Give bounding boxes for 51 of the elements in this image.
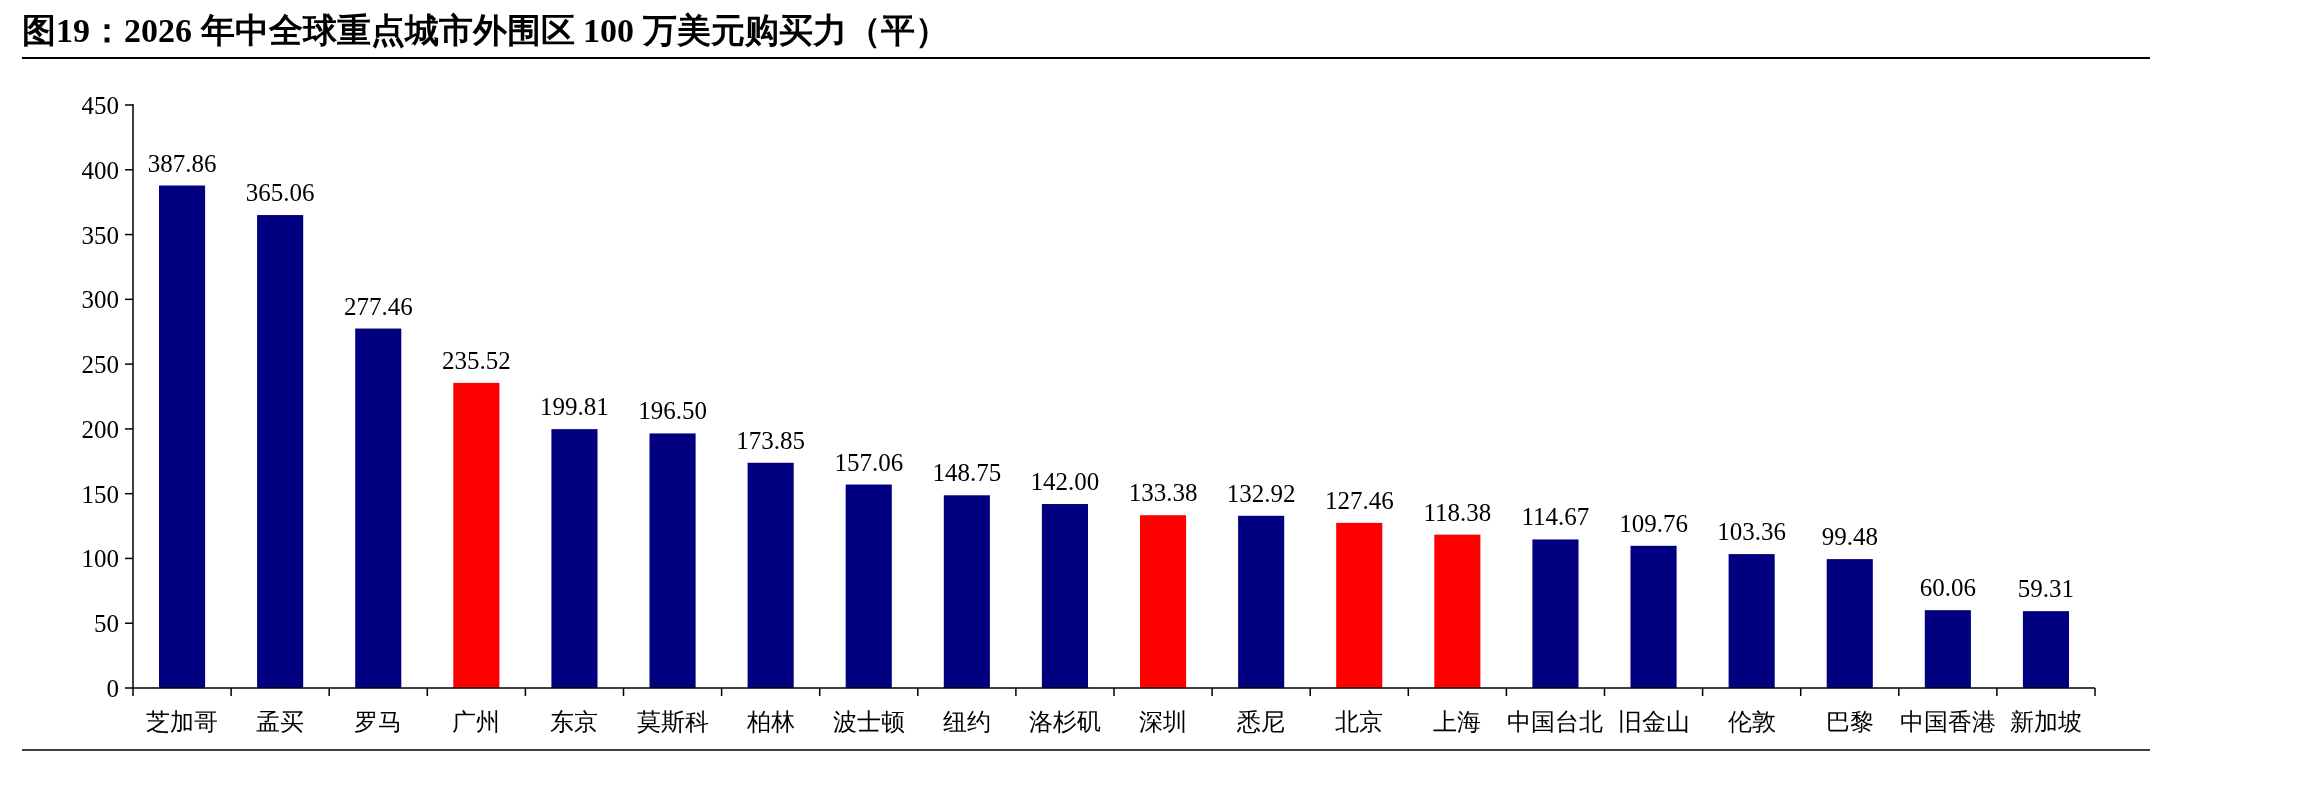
y-tick-label: 50 [94,610,119,638]
y-tick-label: 200 [81,415,119,443]
x-tick-label: 罗马 [354,709,403,735]
data-label: 132.92 [1226,479,1296,507]
title: 图19：2026 年中全球重点城市外围区 100 万美元购买力（平） [22,12,949,49]
x-tick-label: 新加坡 [2009,709,2082,735]
data-label: 127.46 [1324,486,1394,514]
data-label: 277.46 [343,292,413,320]
y-tick-label: 100 [81,545,119,573]
data-label: 142.00 [1030,468,1100,496]
x-tick-label: 芝加哥 [146,709,219,735]
data-label: 60.06 [1919,574,1976,602]
x-tick-label: 中国香港 [1899,709,1996,735]
x-tick-label: 柏林 [745,709,795,735]
x-tick-label: 波士顿 [832,709,905,735]
data-label: 196.50 [638,397,707,425]
data-label: 235.52 [441,346,511,374]
data-label: 365.06 [245,179,315,207]
x-tick-label: 上海 [1433,709,1482,735]
x-tick-label: 纽约 [942,709,991,735]
y-tick-label: 450 [81,92,119,119]
data-label: 199.81 [540,393,609,421]
x-tick-label: 悉尼 [1236,709,1286,735]
data-label: 114.67 [1521,503,1590,531]
y-tick-label: 400 [81,156,119,184]
y-tick-label: 350 [81,221,119,249]
x-tick-label: 东京 [550,709,599,735]
x-tick-label: 巴黎 [1825,709,1874,735]
data-label: 173.85 [736,426,806,454]
data-label: 387.86 [147,149,217,177]
data-label: 109.76 [1619,509,1688,537]
x-tick-label: 广州 [452,709,501,735]
data-label: 133.38 [1128,479,1198,507]
x-tick-label: 伦敦 [1727,709,1776,735]
data-label: 103.36 [1717,518,1787,546]
y-tick-label: 250 [81,351,119,379]
x-tick-label: 旧金山 [1617,709,1690,735]
y-tick-label: 0 [106,675,119,702]
x-tick-label: 北京 [1335,709,1384,735]
data-label: 157.06 [834,448,904,476]
x-tick-label: 深圳 [1139,709,1188,735]
x-tick-label: 洛杉矶 [1028,709,1101,735]
x-tick-label: 孟买 [256,709,305,735]
data-label: 59.31 [2017,575,2075,603]
data-label: 118.38 [1423,498,1492,526]
y-tick-label: 150 [81,480,119,508]
y-tick-label: 300 [81,286,119,314]
data-label: 99.48 [1821,523,1878,551]
data-label: 148.75 [932,459,1002,487]
x-tick-label: 中国台北 [1507,709,1604,735]
x-tick-label: 莫斯科 [636,709,709,735]
